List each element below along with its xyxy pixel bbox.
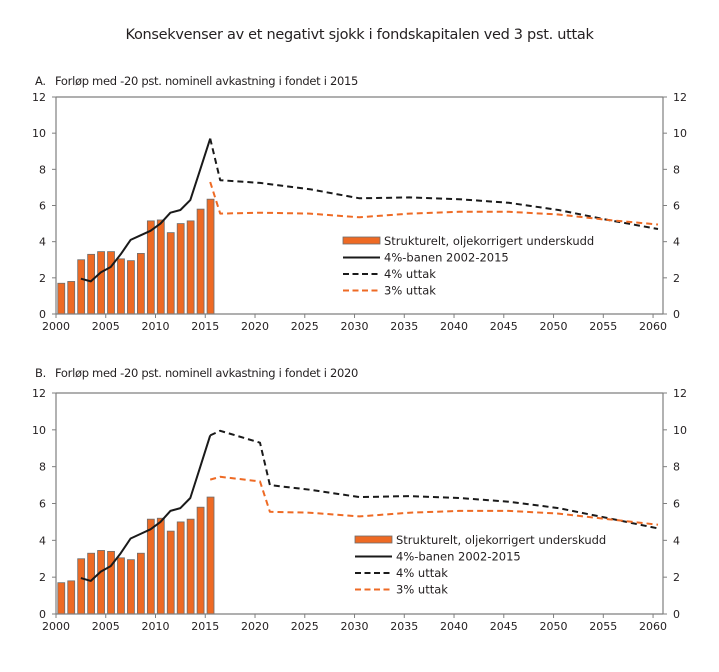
bar: [117, 557, 125, 615]
x-tick-label: 2020: [241, 620, 269, 633]
y-tick-label-right: 10: [673, 127, 687, 140]
y-tick-label-left: 4: [39, 236, 46, 249]
y-tick-label-right: 0: [673, 308, 680, 321]
x-tick-label: 2020: [241, 320, 269, 333]
x-tick-label: 2030: [341, 320, 369, 333]
bar: [87, 552, 96, 615]
x-tick-label: 2060: [639, 320, 667, 333]
x-tick-label: 2050: [540, 320, 568, 333]
panel-a-title: A. Forløp med -20 pst. nominell avkastnin…: [35, 74, 358, 88]
x-tick-label: 2060: [639, 620, 667, 633]
legend: Strukturelt, oljekorrigert underskudd 4%-…: [342, 234, 594, 298]
panel-a-letter: A.: [35, 74, 46, 88]
y-tick-label-left: 6: [39, 498, 46, 511]
legend-label: 4% uttak: [396, 566, 448, 580]
bar: [146, 518, 155, 615]
y-tick-label-right: 2: [673, 571, 680, 584]
x-tick-label: 2025: [291, 620, 319, 633]
series-line-dashed-black: [209, 429, 659, 530]
legend-label: 3% uttak: [384, 284, 436, 298]
y-tick-label-left: 10: [32, 127, 46, 140]
bar: [57, 582, 66, 615]
y-tick-label-right: 12: [673, 387, 687, 400]
x-tick-label: 2050: [540, 620, 568, 633]
x-tick-label: 2010: [142, 320, 170, 333]
x-tick-label: 2035: [390, 320, 418, 333]
bar: [137, 552, 145, 615]
legend-label: 3% uttak: [396, 583, 448, 597]
y-tick-label-right: 0: [673, 608, 680, 621]
legend-label: Strukturelt, oljekorrigert underskudd: [396, 533, 606, 547]
bar: [196, 506, 205, 615]
y-tick-label-left: 8: [39, 163, 46, 176]
legend-label: 4%-banen 2002-2015: [396, 550, 521, 564]
bar-series: [57, 496, 215, 615]
legend-label: Strukturelt, oljekorrigert underskudd: [384, 234, 594, 248]
y-tick-label-right: 8: [673, 461, 680, 474]
legend: Strukturelt, oljekorrigert underskudd 4%-…: [354, 533, 606, 597]
x-tick-label: 2045: [490, 320, 518, 333]
bar: [97, 550, 105, 615]
panel-b-title: B. Forløp med -20 pst. nominell avkastnin…: [35, 366, 358, 380]
bar: [77, 558, 86, 615]
x-tick-label: 2035: [390, 620, 418, 633]
panel-a-title-text: Forløp med -20 pst. nominell avkastning …: [55, 74, 359, 88]
series-line-dashed-black: [209, 138, 659, 230]
y-tick-label-left: 2: [39, 571, 46, 584]
y-tick-label-right: 4: [673, 534, 680, 547]
y-tick-label-right: 4: [673, 236, 680, 249]
legend-swatch-bar: [342, 236, 381, 245]
y-tick-label-right: 10: [673, 424, 687, 437]
x-tick-label: 2005: [92, 320, 120, 333]
legend-label: 4% uttak: [384, 267, 436, 281]
y-tick-label-left: 8: [39, 461, 46, 474]
y-tick-label-left: 2: [39, 272, 46, 285]
x-tick-label: 2055: [589, 620, 617, 633]
y-tick-label-left: 0: [39, 308, 46, 321]
x-tick-label: 2055: [589, 320, 617, 333]
x-tick-label: 2025: [291, 320, 319, 333]
x-tick-label: 2040: [440, 620, 468, 633]
legend-swatch-bar: [354, 535, 393, 544]
y-tick-label-left: 6: [39, 200, 46, 213]
x-tick-label: 2015: [191, 320, 219, 333]
series-line-solid-black: [80, 138, 212, 283]
y-tick-label-left: 12: [32, 91, 46, 104]
y-tick-label-left: 0: [39, 608, 46, 621]
x-tick-label: 2000: [42, 320, 70, 333]
y-tick-label-left: 12: [32, 387, 46, 400]
y-tick-label-left: 4: [39, 534, 46, 547]
x-tick-label: 2010: [142, 620, 170, 633]
x-tick-label: 2015: [191, 620, 219, 633]
y-tick-label-right: 8: [673, 163, 680, 176]
x-tick-label: 2000: [42, 620, 70, 633]
y-tick-label-right: 2: [673, 272, 680, 285]
bar: [67, 580, 76, 615]
x-tick-label: 2030: [341, 620, 369, 633]
y-tick-label-right: 6: [673, 498, 680, 511]
x-tick-label: 2045: [490, 620, 518, 633]
panel-b-letter: B.: [35, 366, 46, 380]
series-line-solid-black: [80, 435, 212, 582]
bar: [206, 496, 215, 615]
bar: [166, 530, 175, 615]
bar: [107, 550, 115, 615]
legend-label: 4%-banen 2002-2015: [384, 251, 509, 265]
y-tick-label-right: 12: [673, 91, 687, 104]
y-tick-label-left: 10: [32, 424, 46, 437]
chart-title: Konsekvenser av et negativt sjokk i fond…: [125, 27, 594, 43]
bar: [127, 559, 135, 615]
x-tick-label: 2005: [92, 620, 120, 633]
y-tick-label-right: 6: [673, 200, 680, 213]
series-line-dashed-orange: [209, 181, 659, 226]
panel-b-title-text: Forløp med -20 pst. nominell avkastning …: [55, 366, 359, 380]
bar: [176, 521, 185, 615]
bar: [186, 518, 195, 615]
bar: [156, 517, 165, 615]
x-tick-label: 2040: [440, 320, 468, 333]
series-line-dashed-orange: [209, 475, 659, 526]
